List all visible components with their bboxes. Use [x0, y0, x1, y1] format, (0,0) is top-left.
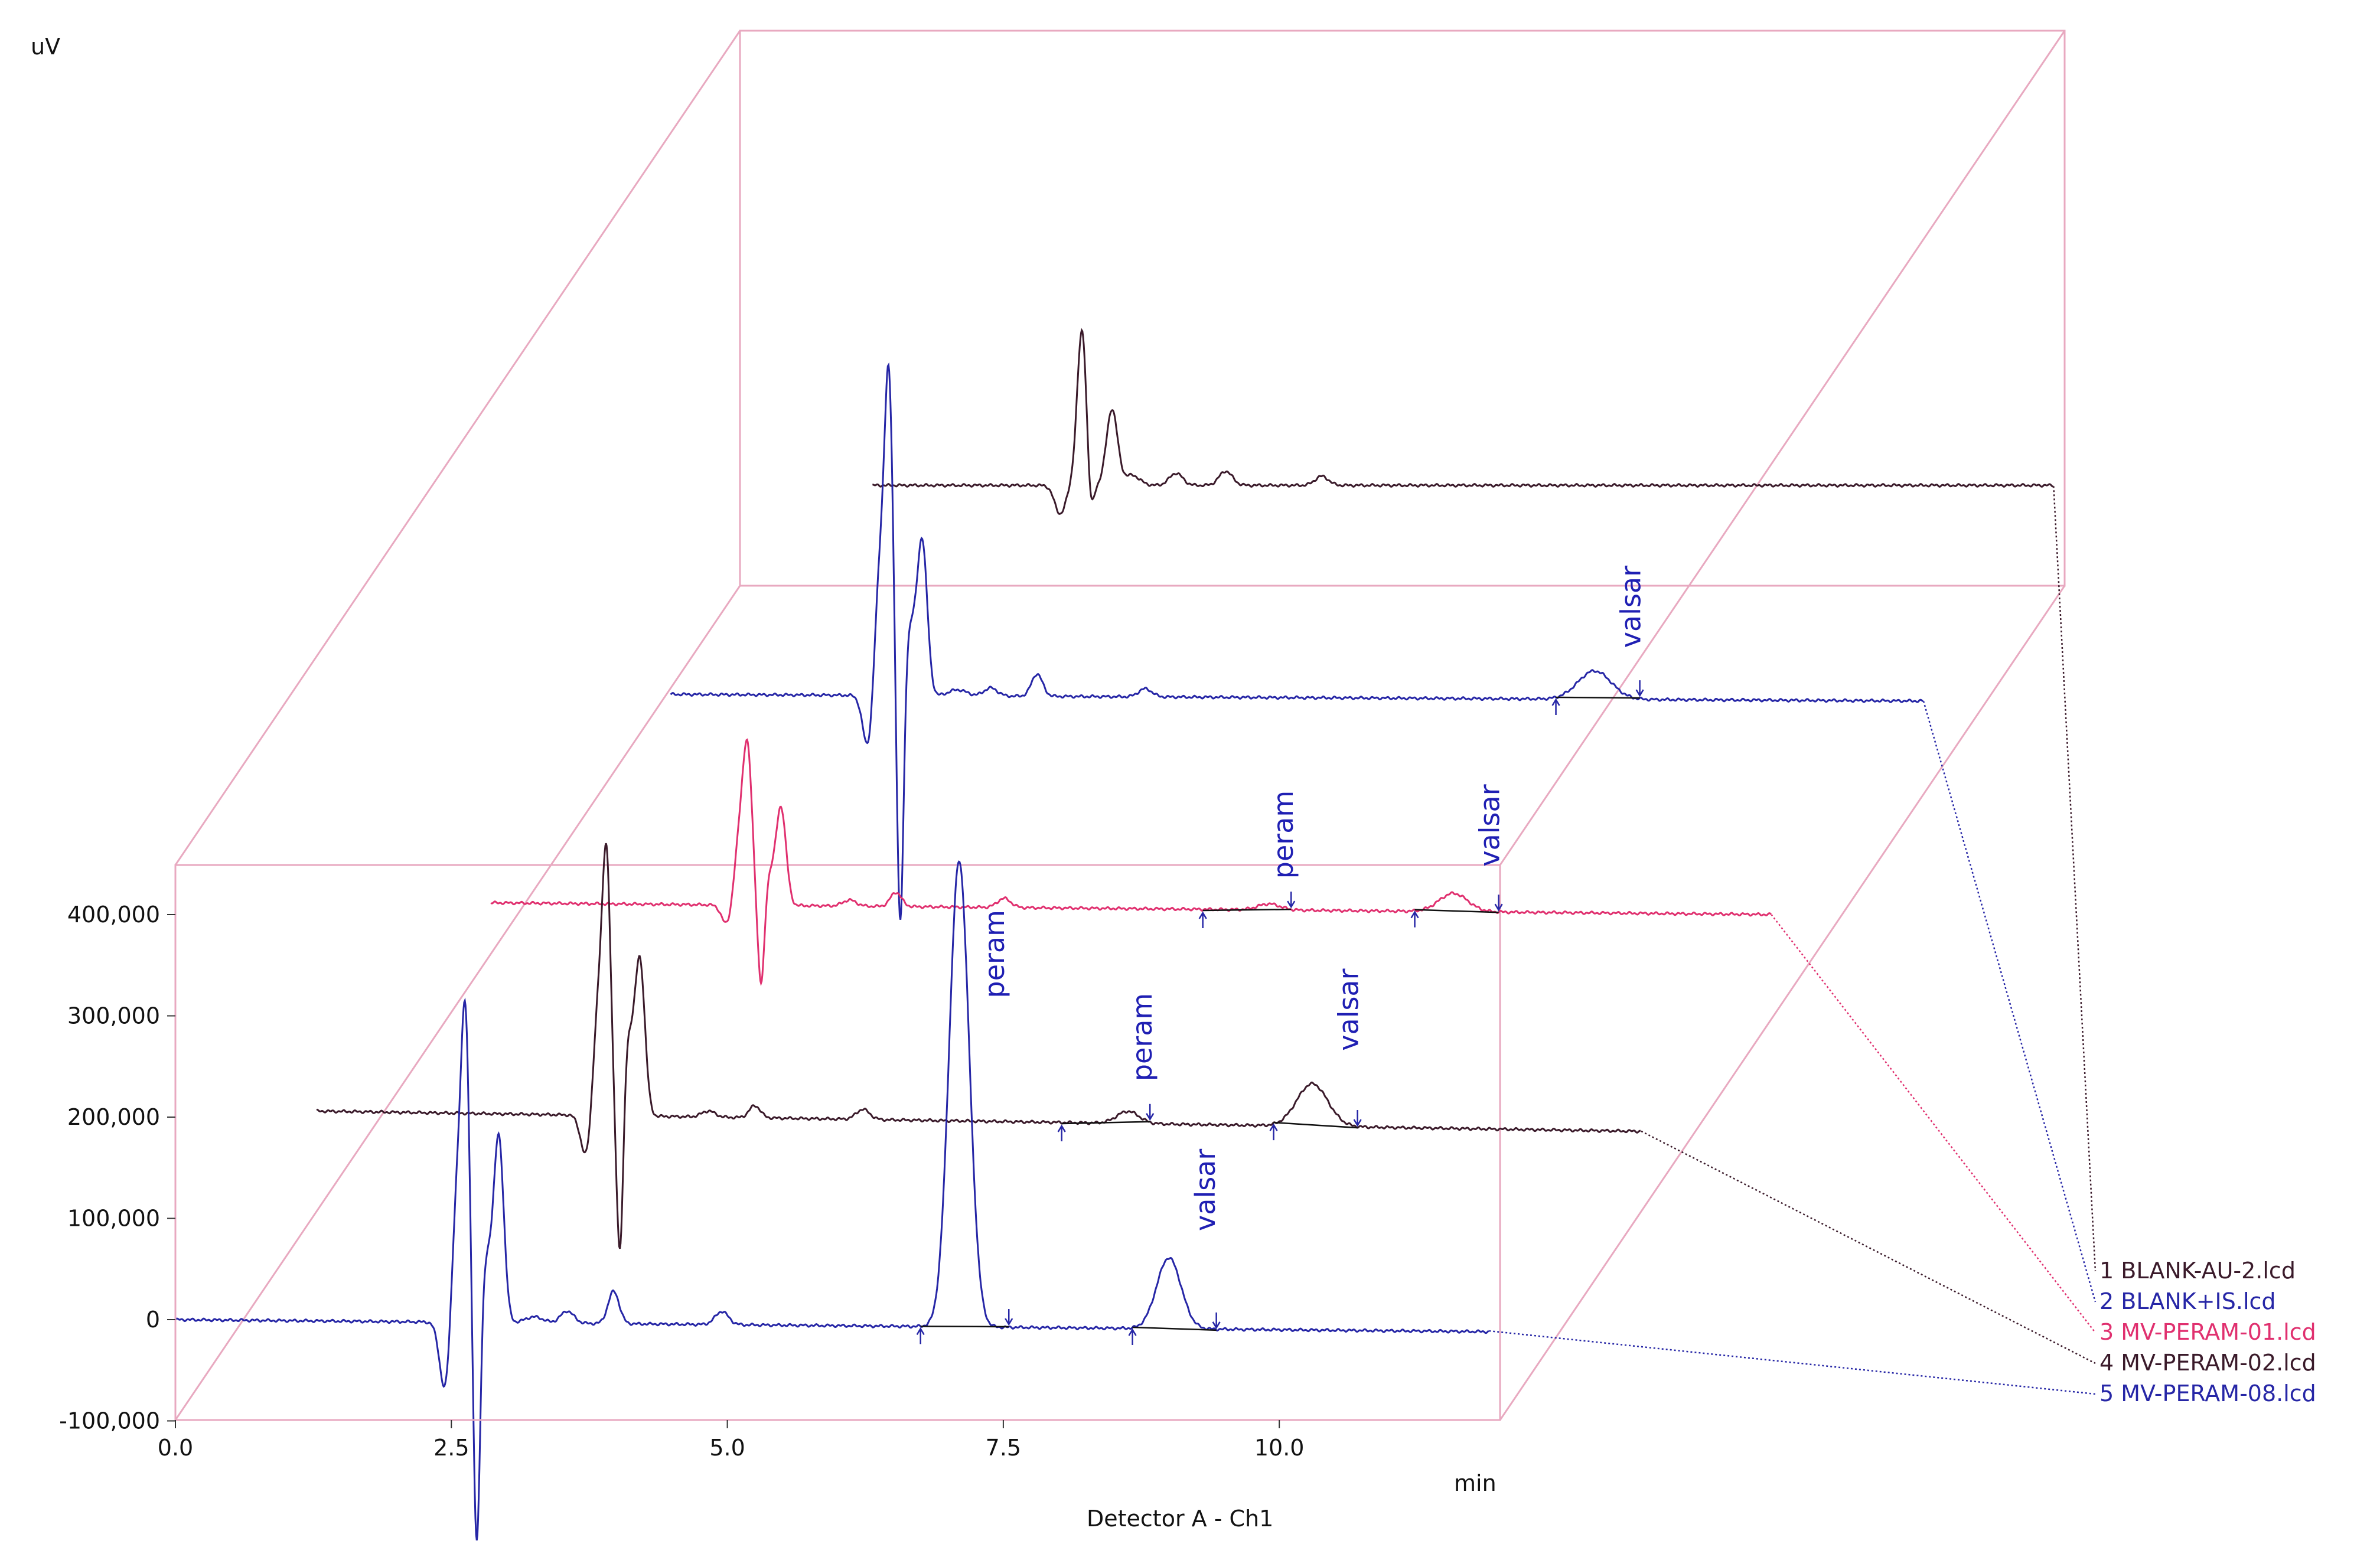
- peak-label-peram: peram: [1267, 791, 1299, 879]
- box-depth-edge-4: [1499, 585, 2066, 1421]
- legend-leader-4: [1641, 1130, 2096, 1365]
- peak-end-marker: [1635, 680, 1644, 697]
- legend-leader-3: [1771, 914, 2096, 1333]
- peak-start-marker: [1269, 1123, 1278, 1141]
- peak-end-marker: [1212, 1312, 1221, 1330]
- x-tick-label: 2.5: [433, 1435, 469, 1461]
- detector-footer-label: Detector A - Ch1: [1087, 1506, 1273, 1532]
- peak-label-layer: valsar peram valsar peram valsar peram valsar: [916, 566, 1647, 1346]
- box-depth-edge-2: [1499, 30, 2066, 866]
- x-tick-label: 10.0: [1254, 1435, 1305, 1461]
- y-tick-label: 300,000: [67, 1003, 160, 1029]
- peak-start-marker: [1551, 698, 1560, 715]
- legend: 1 BLANK-AU-2.lcd 2 BLANK+IS.lcd 3 MV-PERAM…: [1489, 486, 2316, 1406]
- y-tick-label: 200,000: [67, 1104, 160, 1130]
- peak-start-marker: [1057, 1124, 1066, 1141]
- legend-item-2: 2 BLANK+IS.lcd: [2099, 1288, 2276, 1314]
- legend-item-4: 4 MV-PERAM-02.lcd: [2099, 1350, 2316, 1376]
- box-front-face: [174, 864, 1501, 1421]
- peak-baseline: [1273, 1121, 1358, 1129]
- peak-label-valsar: valsar: [1333, 968, 1365, 1050]
- peak-label-valsar: valsar: [1189, 1149, 1221, 1231]
- peak-end-marker: [1353, 1110, 1362, 1127]
- y-tick-label: -100,000: [59, 1408, 160, 1434]
- peak-baseline: [1202, 908, 1292, 912]
- series-trace-1: [872, 328, 2054, 515]
- peak-start-marker: [1198, 911, 1207, 928]
- legend-item-3: 3 MV-PERAM-01.lcd: [2099, 1319, 2316, 1345]
- series-trace-4: [316, 843, 1641, 1249]
- x-axis-unit-label: min: [1454, 1470, 1497, 1496]
- y-tick-label: 400,000: [67, 902, 160, 928]
- peak-end-marker: [1494, 895, 1503, 912]
- peak-baseline: [1061, 1121, 1150, 1125]
- legend-leader-5: [1489, 1330, 2096, 1395]
- legend-leader-2: [1922, 701, 2097, 1303]
- peak-end-marker: [1005, 1308, 1013, 1326]
- peak-start-marker: [1410, 910, 1419, 928]
- axis-layer: uV min Detector A - Ch1 0.0 2.5 5.0 7.5 10.0…: [31, 34, 1500, 1532]
- x-tick-label: 5.0: [709, 1435, 745, 1461]
- series-trace-3: [490, 738, 1772, 987]
- legend-item-1: 1 BLANK-AU-2.lcd: [2099, 1258, 2296, 1284]
- y-tick-label: 100,000: [67, 1206, 160, 1232]
- peak-label-valsar: valsar: [1615, 566, 1647, 648]
- peak-baseline: [1132, 1326, 1217, 1331]
- box-frame: [174, 30, 2066, 1421]
- peak-baseline: [1556, 696, 1640, 699]
- series-trace-2: [670, 362, 1923, 920]
- peak-baseline: [920, 1326, 1009, 1328]
- peak-end-marker: [1287, 892, 1296, 909]
- legend-item-5: 5 MV-PERAM-08.lcd: [2099, 1380, 2316, 1406]
- box-depth-edge-3: [174, 585, 741, 1421]
- legend-leader-1: [2053, 486, 2097, 1272]
- peak-start-marker: [1128, 1328, 1137, 1346]
- series-layer: [174, 328, 2054, 1540]
- y-axis-unit-label: uV: [31, 34, 60, 60]
- x-tick-label: 7.5: [986, 1435, 1021, 1461]
- peak-baseline: [1414, 909, 1499, 913]
- box-depth-edge-1: [174, 30, 741, 866]
- peak-start-marker: [916, 1327, 925, 1344]
- y-tick-label: 0: [146, 1307, 160, 1333]
- series-trace-5: [174, 860, 1489, 1540]
- peak-label-valsar: valsar: [1474, 784, 1506, 866]
- x-tick-label: 0.0: [158, 1435, 193, 1461]
- box-back-face: [739, 30, 2066, 587]
- peak-label-peram: peram: [979, 910, 1010, 998]
- peak-end-marker: [1146, 1104, 1155, 1121]
- peak-label-peram: peram: [1126, 993, 1158, 1081]
